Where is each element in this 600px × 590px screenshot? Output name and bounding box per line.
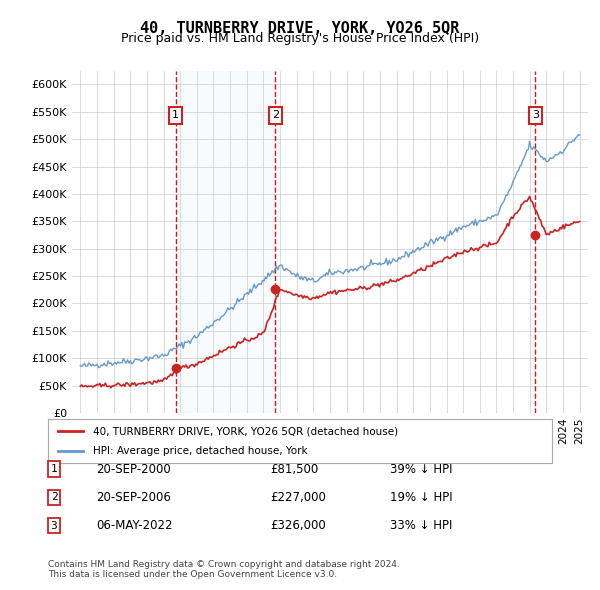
- Text: 40, TURNBERRY DRIVE, YORK, YO26 5QR (detached house): 40, TURNBERRY DRIVE, YORK, YO26 5QR (det…: [94, 427, 398, 436]
- Text: 20-SEP-2006: 20-SEP-2006: [96, 491, 171, 504]
- Text: £326,000: £326,000: [270, 519, 326, 532]
- Text: 1: 1: [50, 464, 58, 474]
- Text: 06-MAY-2022: 06-MAY-2022: [96, 519, 173, 532]
- Text: £81,500: £81,500: [270, 463, 318, 476]
- Text: 19% ↓ HPI: 19% ↓ HPI: [390, 491, 452, 504]
- Text: 3: 3: [50, 521, 58, 530]
- Text: 33% ↓ HPI: 33% ↓ HPI: [390, 519, 452, 532]
- Text: 20-SEP-2000: 20-SEP-2000: [96, 463, 171, 476]
- Text: 1: 1: [172, 110, 179, 120]
- Text: Price paid vs. HM Land Registry's House Price Index (HPI): Price paid vs. HM Land Registry's House …: [121, 32, 479, 45]
- Text: 39% ↓ HPI: 39% ↓ HPI: [390, 463, 452, 476]
- Text: 3: 3: [532, 110, 539, 120]
- Text: 2: 2: [272, 110, 279, 120]
- Text: 2: 2: [50, 493, 58, 502]
- Text: HPI: Average price, detached house, York: HPI: Average price, detached house, York: [94, 446, 308, 455]
- Text: £227,000: £227,000: [270, 491, 326, 504]
- Text: 40, TURNBERRY DRIVE, YORK, YO26 5QR: 40, TURNBERRY DRIVE, YORK, YO26 5QR: [140, 21, 460, 35]
- Text: Contains HM Land Registry data © Crown copyright and database right 2024.
This d: Contains HM Land Registry data © Crown c…: [48, 560, 400, 579]
- Bar: [176, 71, 275, 413]
